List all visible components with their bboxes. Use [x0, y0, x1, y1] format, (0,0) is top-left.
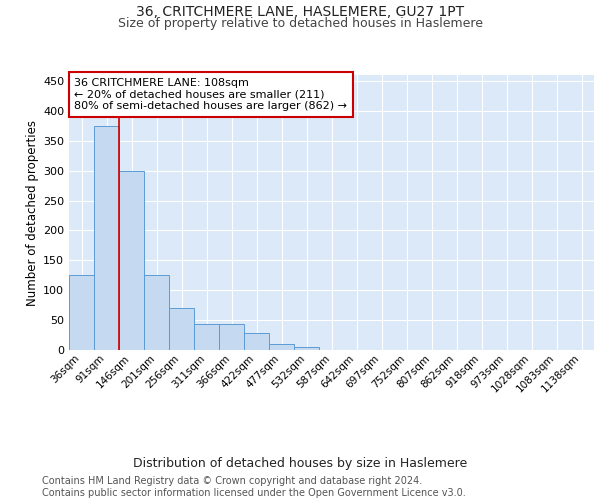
Text: 36, CRITCHMERE LANE, HASLEMERE, GU27 1PT: 36, CRITCHMERE LANE, HASLEMERE, GU27 1PT — [136, 5, 464, 19]
Bar — [294, 347, 319, 350]
Y-axis label: Number of detached properties: Number of detached properties — [26, 120, 39, 306]
Bar — [119, 170, 144, 350]
Text: Contains public sector information licensed under the Open Government Licence v3: Contains public sector information licen… — [42, 488, 466, 498]
Text: Size of property relative to detached houses in Haslemere: Size of property relative to detached ho… — [118, 18, 482, 30]
Bar — [69, 276, 94, 350]
Bar — [144, 276, 169, 350]
Text: 36 CRITCHMERE LANE: 108sqm
← 20% of detached houses are smaller (211)
80% of sem: 36 CRITCHMERE LANE: 108sqm ← 20% of deta… — [74, 78, 347, 111]
Bar — [269, 344, 294, 350]
Bar — [169, 308, 194, 350]
Bar — [194, 324, 219, 350]
Text: Distribution of detached houses by size in Haslemere: Distribution of detached houses by size … — [133, 458, 467, 470]
Bar — [94, 126, 119, 350]
Text: Contains HM Land Registry data © Crown copyright and database right 2024.: Contains HM Land Registry data © Crown c… — [42, 476, 422, 486]
Bar — [219, 324, 244, 350]
Bar — [244, 334, 269, 350]
